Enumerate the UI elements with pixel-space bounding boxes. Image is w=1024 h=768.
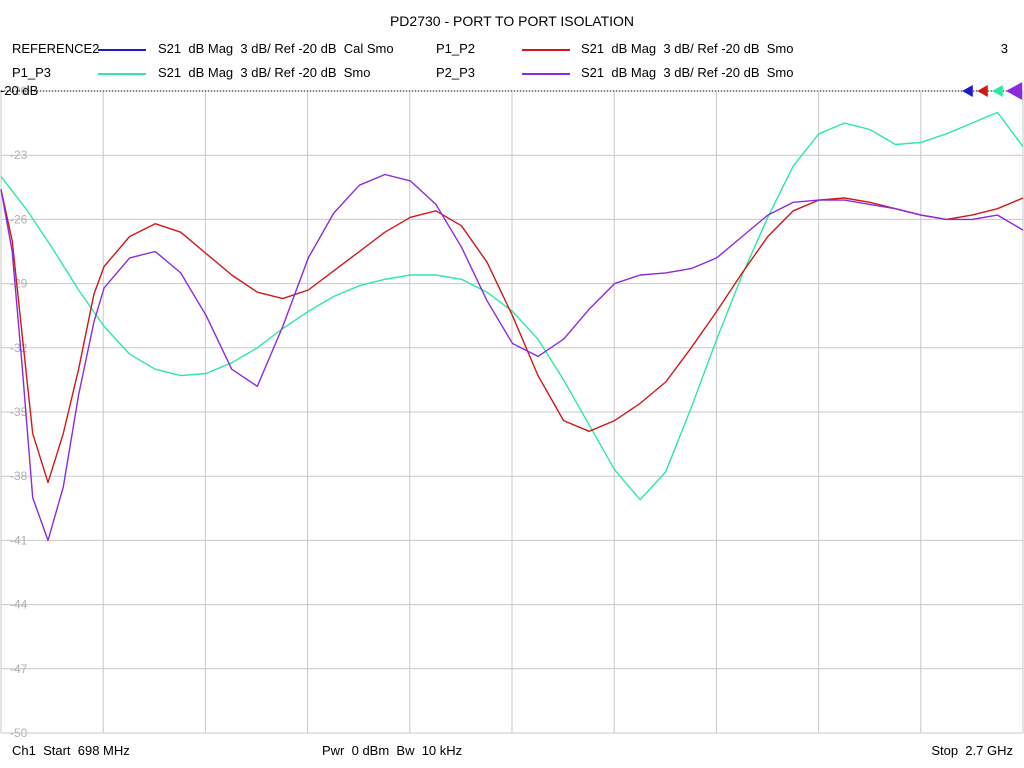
series-line-p1-p2 — [0, 189, 1024, 484]
y-tick-label: -32 — [10, 341, 28, 355]
reference-level-label: -20 dB — [0, 83, 39, 98]
series-line-p2-p3 — [0, 173, 1024, 542]
y-tick-label: -23 — [10, 148, 28, 162]
legend-label-p1-p3: P1_P3 — [12, 65, 52, 80]
reference-marker-1 — [962, 85, 973, 97]
legend-swatch-p1-p2 — [522, 49, 570, 51]
legend-label-p1-p2: P1_P2 — [436, 41, 476, 56]
legend-desc-reference2: S21 dB Mag 3 dB/ Ref -20 dB Cal Smo — [158, 41, 394, 56]
legend-swatch-reference2 — [98, 49, 146, 51]
y-tick-label: -38 — [10, 469, 28, 483]
legend-desc-p1-p3: S21 dB Mag 3 dB/ Ref -20 dB Smo — [158, 65, 371, 80]
reference-marker-3 — [992, 85, 1003, 97]
y-tick-label: -26 — [10, 212, 28, 226]
legend-row-2: P1_P3 S21 dB Mag 3 dB/ Ref -20 dB Smo P2… — [0, 65, 1024, 85]
legend-desc-p2-p3: S21 dB Mag 3 dB/ Ref -20 dB Smo — [581, 65, 794, 80]
reference-marker-4 — [1006, 82, 1023, 100]
legend-row-1: REFERENCE2 S21 dB Mag 3 dB/ Ref -20 dB C… — [0, 41, 1024, 61]
marker-count: 3 — [1000, 41, 1008, 56]
series-line-p1-p3 — [0, 111, 1024, 501]
reference-marker-2 — [977, 85, 988, 97]
legend-label-p2-p3: P2_P3 — [436, 65, 476, 80]
y-tick-label: -35 — [10, 405, 28, 419]
y-tick-label: -44 — [10, 598, 28, 612]
start-frequency: Ch1 Start 698 MHz — [12, 743, 130, 758]
y-tick-label: -41 — [10, 533, 28, 547]
legend-label-reference2: REFERENCE2 — [12, 41, 100, 56]
legend-swatch-p2-p3 — [522, 73, 570, 75]
y-tick-label: -47 — [10, 662, 28, 676]
legend-desc-p1-p2: S21 dB Mag 3 dB/ Ref -20 dB Smo — [581, 41, 794, 56]
chart-title: PD2730 - PORT TO PORT ISOLATION — [389, 13, 635, 29]
legend-swatch-p1-p3 — [98, 73, 146, 75]
power-bandwidth: Pwr 0 dBm Bw 10 kHz — [322, 743, 463, 758]
y-tick-label: -29 — [10, 277, 28, 291]
stop-frequency: Stop 2.7 GHz — [931, 743, 1013, 758]
